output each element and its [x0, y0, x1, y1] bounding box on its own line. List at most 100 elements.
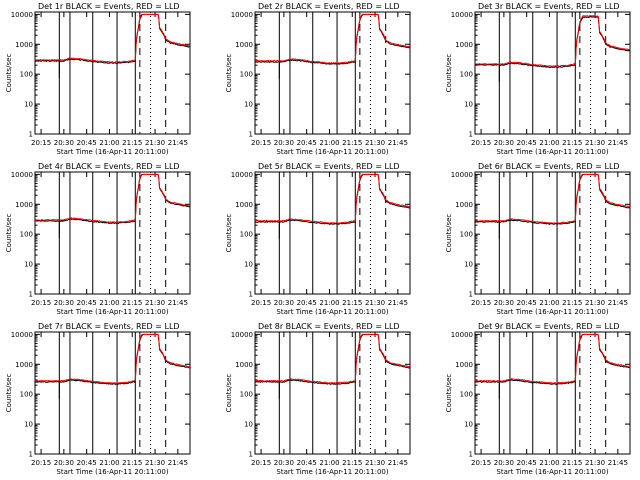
x-tick-label: 21:30	[585, 139, 605, 147]
x-tick-label: 21:45	[388, 459, 408, 467]
chart-panel-2: Det 2r BLACK = Events, RED = LLD 1 10 100 10…	[225, 2, 411, 156]
x-axis-label: Start Time (16-Apr-11 20:11:00)	[496, 468, 608, 476]
series-lld	[34, 333, 191, 384]
y-tick-label: 1000	[15, 41, 33, 49]
x-tick-label: 20:30	[494, 139, 514, 147]
x-tick-label: 21:45	[168, 139, 188, 147]
x-tick-label: 21:30	[145, 299, 165, 307]
panel-title: Det 7r BLACK = Events, RED = LLD	[38, 322, 180, 331]
x-tick-label: 21:30	[365, 459, 385, 467]
x-tick-label: 20:30	[274, 459, 294, 467]
x-tick-label: 21:30	[145, 139, 165, 147]
y-tick-label: 100	[20, 231, 33, 239]
y-tick-label: 10	[464, 101, 473, 109]
x-tick-label: 21:30	[145, 459, 165, 467]
x-axis-label: Start Time (16-Apr-11 20:11:00)	[276, 308, 388, 316]
x-tick-label: 21:00	[319, 459, 339, 467]
x-tick-label: 21:30	[585, 459, 605, 467]
series-lld	[254, 333, 410, 384]
y-tick-label: 100	[240, 391, 253, 399]
chart-panel-3: Det 3r BLACK = Events, RED = LLD 1 10 100 10…	[445, 2, 631, 156]
x-tick-label: 20:45	[297, 299, 317, 307]
y-axis-label: Counts/sec	[5, 214, 13, 253]
series-events	[34, 333, 190, 385]
y-tick-label: 100	[240, 71, 253, 79]
y-tick-label: 10	[464, 421, 473, 429]
x-tick-label: 21:00	[539, 139, 559, 147]
y-tick-label: 1	[29, 131, 33, 139]
series-lld	[254, 173, 411, 224]
x-tick-label: 21:00	[99, 299, 119, 307]
y-tick-label: 1	[249, 451, 253, 459]
x-tick-label: 21:00	[319, 139, 339, 147]
y-axis-label: Counts/sec	[445, 374, 453, 413]
x-tick-label: 21:30	[365, 299, 385, 307]
y-tick-label: 10	[24, 421, 33, 429]
y-tick-label: 1	[29, 291, 33, 299]
y-tick-label: 10	[244, 261, 253, 269]
panel-title: Det 5r BLACK = Events, RED = LLD	[258, 162, 400, 171]
chart-panel-9: Det 9r BLACK = Events, RED = LLD 1 10 100 10…	[445, 322, 631, 476]
series-events	[34, 173, 191, 224]
series-lld	[474, 333, 631, 384]
x-tick-label: 20:15	[251, 299, 271, 307]
x-tick-label: 21:45	[168, 299, 188, 307]
y-tick-label: 1000	[455, 201, 473, 209]
x-tick-label: 20:15	[251, 139, 271, 147]
y-tick-label: 1	[249, 291, 253, 299]
x-tick-label: 20:45	[517, 459, 537, 467]
x-tick-label: 21:15	[342, 139, 362, 147]
x-axis-label: Start Time (16-Apr-11 20:11:00)	[56, 308, 168, 316]
x-tick-label: 21:15	[562, 299, 582, 307]
plot-frame	[254, 331, 411, 455]
series-events	[474, 333, 631, 385]
panel-title: Det 3r BLACK = Events, RED = LLD	[478, 2, 620, 11]
y-tick-label: 10000	[451, 331, 473, 339]
y-tick-label: 10	[464, 261, 473, 269]
x-tick-label: 21:45	[168, 459, 188, 467]
x-tick-label: 20:15	[471, 459, 491, 467]
x-axis-label: Start Time (16-Apr-11 20:11:00)	[56, 148, 168, 156]
panel-title: Det 9r BLACK = Events, RED = LLD	[478, 322, 620, 331]
plot-frame	[34, 331, 191, 455]
x-tick-label: 21:15	[122, 459, 142, 467]
series-events	[475, 16, 631, 69]
y-tick-label: 1000	[235, 201, 253, 209]
series-lld	[34, 173, 191, 224]
panel-title: Det 2r BLACK = Events, RED = LLD	[258, 2, 400, 11]
y-tick-label: 10000	[231, 171, 253, 179]
series-lld	[254, 13, 410, 64]
y-tick-label: 1	[469, 131, 473, 139]
x-tick-label: 21:00	[99, 139, 119, 147]
y-tick-label: 10000	[11, 171, 33, 179]
y-tick-label: 1	[469, 451, 473, 459]
x-tick-label: 20:30	[494, 459, 514, 467]
plot-frame	[34, 171, 191, 295]
panel-title: Det 8r BLACK = Events, RED = LLD	[258, 322, 400, 331]
x-tick-label: 20:30	[274, 299, 294, 307]
x-tick-label: 20:45	[297, 139, 317, 147]
x-axis-label: Start Time (16-Apr-11 20:11:00)	[496, 308, 608, 316]
x-tick-label: 20:45	[77, 459, 97, 467]
x-tick-label: 21:30	[365, 139, 385, 147]
y-tick-label: 10	[24, 261, 33, 269]
y-tick-label: 100	[460, 71, 473, 79]
x-axis-label: Start Time (16-Apr-11 20:11:00)	[276, 468, 388, 476]
y-tick-label: 1	[469, 291, 473, 299]
x-tick-label: 21:00	[319, 299, 339, 307]
y-tick-label: 1	[29, 451, 33, 459]
y-axis-label: Counts/sec	[225, 214, 233, 253]
chart-panel-5: Det 5r BLACK = Events, RED = LLD 1 10 100 10…	[225, 162, 411, 316]
chart-panel-8: Det 8r BLACK = Events, RED = LLD 1 10 100 10…	[225, 322, 411, 476]
series-lld	[474, 173, 631, 224]
series-events	[254, 333, 411, 385]
x-tick-label: 20:45	[297, 459, 317, 467]
chart-panel-7: Det 7r BLACK = Events, RED = LLD 1 10 100 10…	[5, 322, 191, 476]
x-tick-label: 21:45	[608, 139, 628, 147]
y-tick-label: 10000	[451, 171, 473, 179]
y-axis-label: Counts/sec	[5, 54, 13, 93]
x-axis-label: Start Time (16-Apr-11 20:11:00)	[276, 148, 388, 156]
x-tick-label: 21:45	[388, 139, 408, 147]
x-tick-label: 20:45	[517, 299, 537, 307]
